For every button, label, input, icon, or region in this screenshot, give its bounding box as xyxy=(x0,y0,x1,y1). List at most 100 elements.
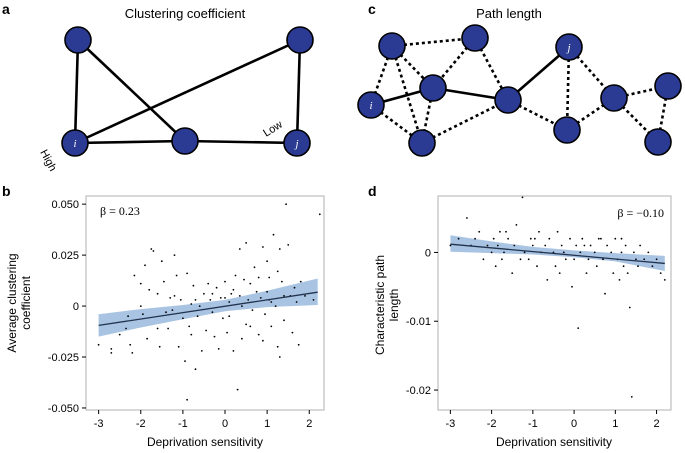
chart-d-xlabel: Deprivation sensitivity xyxy=(496,435,612,449)
chart-d-point xyxy=(579,251,582,254)
network-c-node xyxy=(378,32,406,60)
chart-d-point xyxy=(515,224,518,226)
panel-a-letter: a xyxy=(2,1,10,17)
chart-d-point xyxy=(564,258,567,261)
chart-d-point xyxy=(597,237,600,240)
chart-b-point xyxy=(278,248,281,250)
chart-d-point xyxy=(546,279,549,281)
low-annotation: Low xyxy=(261,119,285,140)
network-c-edge xyxy=(370,103,423,145)
chart-b-point xyxy=(228,315,231,318)
chart-b-point xyxy=(167,327,170,330)
chart-d-point xyxy=(651,265,654,268)
network-a-node-i-label: i xyxy=(73,138,76,150)
chart-b-point xyxy=(213,335,216,338)
chart-d-ylabel-line2: length xyxy=(387,289,401,322)
network-a-node-j-label: j xyxy=(293,138,298,150)
network-c-edge xyxy=(391,36,476,48)
chart-b-point xyxy=(276,270,279,273)
network-c-node-j-label: j xyxy=(565,42,570,54)
chart-d-point xyxy=(496,244,499,247)
chart-b-point xyxy=(236,388,239,391)
chart-b-point xyxy=(224,280,226,283)
chart-d-points xyxy=(449,196,666,398)
chart-b-point xyxy=(270,325,273,328)
chart-d-x-tick-label: 1 xyxy=(612,418,618,430)
chart-d-point xyxy=(610,251,613,254)
chart-d-fit-segment xyxy=(450,243,665,265)
chart-d-confidence-band xyxy=(450,235,665,271)
chart-b-point xyxy=(139,305,142,307)
chart-d-x-tick-label: 0 xyxy=(571,418,577,430)
chart-b-point xyxy=(249,282,252,285)
chart-b-x-tick-label: -1 xyxy=(178,418,188,430)
chart-b-fit-segment xyxy=(98,291,318,327)
chart-d-point xyxy=(577,327,580,329)
network-c-node xyxy=(600,84,628,112)
chart-b-ylabel-line1: Average clustering xyxy=(5,253,19,352)
chart-d-point xyxy=(655,258,658,261)
chart-b-point xyxy=(243,278,245,281)
chart-d-point xyxy=(536,265,538,268)
chart-b-fit-line xyxy=(98,291,318,327)
chart-b-point xyxy=(173,254,176,256)
chart-b-point xyxy=(219,297,222,299)
chart-b-y-tick-label: 0 xyxy=(73,301,79,313)
chart-d-point xyxy=(589,244,592,247)
chart-b-point xyxy=(257,276,260,279)
chart-b-point xyxy=(274,305,277,307)
chart-b-confidence-band xyxy=(98,278,318,337)
chart-d-y-ticks: -0.02 -0.01 0 xyxy=(406,247,438,397)
chart-b-point xyxy=(196,315,199,318)
chart-d-point xyxy=(595,265,598,268)
chart-b-point xyxy=(285,203,287,206)
chart-b-point xyxy=(118,333,121,336)
chart-d-x-tick-label: -1 xyxy=(528,418,538,430)
chart-b-point xyxy=(186,398,189,401)
chart-b-point xyxy=(139,282,142,285)
network-a-edge xyxy=(74,139,186,145)
chart-d-point xyxy=(606,244,608,247)
chart-b-point xyxy=(190,303,193,305)
chart-d-point xyxy=(575,244,578,247)
chart-d-point xyxy=(544,244,547,247)
chart-b-x-tick-label: 1 xyxy=(264,418,270,430)
panel-d-letter: d xyxy=(368,183,377,199)
network-c-node xyxy=(644,128,672,156)
chart-b-beta: β = 0.23 xyxy=(100,204,140,218)
chart-b-point xyxy=(173,295,176,297)
chart-b-point xyxy=(276,345,279,348)
chart-b-point xyxy=(152,250,155,252)
chart-b-point xyxy=(287,244,290,246)
chart-b-point xyxy=(268,276,271,279)
chart-d-point xyxy=(466,217,468,219)
chart-d-point xyxy=(503,251,505,254)
chart-b-point xyxy=(247,299,250,301)
chart-b-point xyxy=(97,343,100,346)
chart-b-point xyxy=(281,280,283,283)
chart-b-point xyxy=(283,319,285,322)
chart-d-y-tick-label: -0.01 xyxy=(406,316,431,328)
network-a-edge xyxy=(74,38,301,145)
chart-b-point xyxy=(186,272,189,275)
chart-b-point xyxy=(209,299,212,301)
chart-d-point xyxy=(457,237,460,240)
network-a-edge xyxy=(77,39,186,142)
chart-b-point xyxy=(156,292,159,295)
panel-a: a Clustering coefficient i j High Low xyxy=(2,1,314,173)
chart-b-point xyxy=(129,343,132,346)
chart-d-point xyxy=(602,258,604,261)
chart-d-point xyxy=(614,237,617,240)
chart-b-point xyxy=(238,295,241,297)
chart-d-point xyxy=(600,237,602,240)
chart-b-point xyxy=(234,274,237,277)
network-a-node-i xyxy=(61,129,89,157)
chart-d-point xyxy=(519,258,522,261)
chart-d-point xyxy=(571,285,573,288)
chart-b-x-tick-label: -3 xyxy=(94,418,104,430)
chart-d-point xyxy=(630,396,633,398)
chart-b-point xyxy=(171,309,174,311)
chart-b-y-tick-label: 0.050 xyxy=(51,199,79,211)
chart-b-point xyxy=(188,325,191,328)
network-a-edge xyxy=(295,39,302,144)
